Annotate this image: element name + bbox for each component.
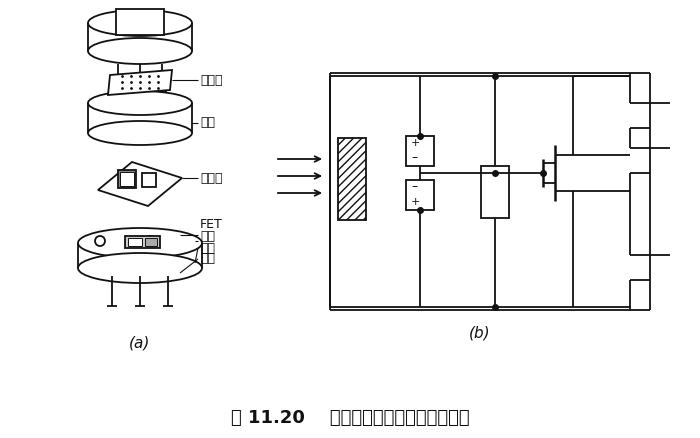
Ellipse shape bbox=[78, 253, 202, 283]
Text: –: – bbox=[411, 152, 417, 165]
Bar bbox=[481, 166, 509, 218]
Polygon shape bbox=[98, 162, 182, 206]
Bar bbox=[118, 170, 136, 188]
Ellipse shape bbox=[145, 236, 155, 246]
Bar bbox=[125, 236, 160, 248]
Ellipse shape bbox=[88, 91, 192, 115]
Text: FET: FET bbox=[200, 219, 223, 232]
Text: 敏感元: 敏感元 bbox=[200, 172, 223, 184]
Bar bbox=[406, 136, 434, 166]
Text: (a): (a) bbox=[130, 336, 150, 350]
Text: 图 11.20    热释电人体红外传感器的结构: 图 11.20 热释电人体红外传感器的结构 bbox=[231, 409, 469, 427]
Ellipse shape bbox=[95, 236, 105, 246]
Text: +: + bbox=[411, 197, 421, 207]
Ellipse shape bbox=[78, 228, 202, 258]
Text: 引线: 引线 bbox=[200, 252, 215, 265]
Bar bbox=[120, 172, 134, 186]
Bar bbox=[338, 138, 366, 220]
Text: 高阻: 高阻 bbox=[200, 241, 215, 254]
Polygon shape bbox=[108, 70, 172, 95]
Bar bbox=[116, 9, 164, 35]
Ellipse shape bbox=[88, 10, 192, 36]
Ellipse shape bbox=[88, 38, 192, 64]
Ellipse shape bbox=[88, 121, 192, 145]
Bar bbox=[145, 238, 157, 246]
Text: 管座: 管座 bbox=[200, 230, 215, 244]
Text: (b): (b) bbox=[469, 325, 491, 340]
Bar bbox=[128, 238, 142, 246]
Text: 管帽: 管帽 bbox=[200, 117, 215, 130]
Text: +: + bbox=[411, 138, 421, 148]
Text: 滤光片: 滤光片 bbox=[200, 74, 223, 86]
Text: –: – bbox=[411, 180, 417, 194]
Bar bbox=[142, 173, 156, 187]
Bar bbox=[406, 180, 434, 210]
